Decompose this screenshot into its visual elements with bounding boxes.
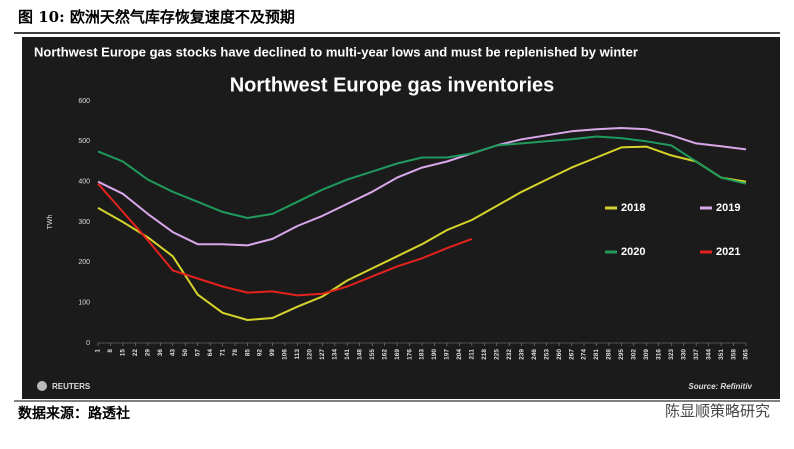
x-tick-label: 43	[169, 349, 176, 357]
y-axis-label: TWh	[47, 215, 54, 230]
y-tick-label: 200	[78, 259, 90, 266]
x-tick-label: 64	[207, 349, 214, 357]
x-tick-label: 365	[743, 349, 750, 360]
x-tick-label: 169	[394, 349, 401, 360]
watermark: 陈显顺策略研究	[665, 402, 770, 420]
x-tick-label: 351	[718, 349, 725, 360]
x-tick-label: 239	[518, 349, 525, 360]
credit: Source: Refinitiv	[688, 382, 752, 391]
x-tick-label: 344	[705, 349, 712, 360]
x-tick-label: 29	[145, 349, 152, 357]
x-tick-label: 113	[294, 349, 301, 360]
x-tick-label: 92	[257, 349, 264, 357]
x-tick-label: 246	[531, 349, 538, 360]
x-tick-label: 302	[631, 349, 638, 360]
x-tick-label: 295	[618, 349, 625, 360]
x-tick-label: 316	[655, 349, 662, 360]
x-tick-label: 99	[269, 349, 276, 357]
brand-icon	[37, 381, 47, 391]
x-tick-label: 36	[157, 349, 164, 357]
x-tick-label: 141	[344, 349, 351, 360]
x-tick-label: 50	[182, 349, 189, 357]
x-tick-label: 197	[444, 349, 451, 360]
series-line	[97, 145, 747, 321]
x-tick-label: 281	[593, 349, 600, 360]
x-tick-label: 71	[219, 349, 226, 357]
legend-label: 2018	[621, 202, 645, 214]
chart-bg	[22, 37, 780, 399]
x-tick-label: 225	[493, 349, 500, 360]
x-tick-label: 148	[356, 349, 363, 360]
x-tick-label: 15	[120, 349, 127, 357]
series-line	[97, 183, 473, 297]
x-tick-label: 267	[568, 349, 575, 360]
brand: REUTERS	[52, 382, 91, 391]
x-tick-label: 155	[369, 349, 376, 360]
x-tick-label: 85	[244, 349, 251, 357]
x-tick-label: 204	[456, 349, 463, 360]
x-tick-label: 323	[668, 349, 675, 360]
y-tick-label: 100	[78, 300, 90, 307]
x-tick-label: 22	[132, 349, 139, 357]
x-tick-label: 358	[730, 349, 737, 360]
y-tick-label: 400	[78, 179, 90, 186]
x-tick-label: 8	[107, 349, 114, 353]
x-tick-label: 120	[307, 349, 314, 360]
x-tick-label: 288	[606, 349, 613, 360]
caption: 图 10: 欧洲天然气库存恢复速度不及预期	[18, 8, 295, 26]
x-tick-label: 211	[469, 349, 476, 360]
x-tick-label: 162	[381, 349, 388, 360]
source: 数据来源：路透社	[18, 405, 130, 422]
chart-subtitle: Northwest Europe gas stocks have decline…	[34, 44, 638, 59]
x-tick-label: 309	[643, 349, 650, 360]
x-tick-label: 1	[95, 349, 102, 353]
x-tick-label: 260	[556, 349, 563, 360]
x-tick-label: 127	[319, 349, 326, 360]
chart-title: Northwest Europe gas inventories	[230, 74, 555, 96]
x-tick-label: 183	[419, 349, 426, 360]
legend-label: 2021	[716, 246, 740, 258]
x-tick-label: 190	[431, 349, 438, 360]
y-tick-label: 600	[78, 98, 90, 105]
series-line	[97, 127, 747, 247]
x-tick-label: 106	[282, 349, 289, 360]
y-tick-label: 500	[78, 138, 90, 145]
x-tick-label: 176	[406, 349, 413, 360]
x-tick-label: 330	[680, 349, 687, 360]
legend-label: 2020	[621, 246, 645, 258]
series-line	[97, 135, 747, 219]
x-tick-label: 134	[331, 349, 338, 360]
x-tick-label: 57	[194, 349, 201, 357]
x-tick-label: 253	[543, 349, 550, 360]
legend-label: 2019	[716, 202, 740, 214]
y-tick-label: 0	[86, 340, 90, 347]
x-tick-label: 337	[693, 349, 700, 360]
x-tick-label: 274	[581, 349, 588, 360]
x-tick-label: 232	[506, 349, 513, 360]
x-tick-label: 78	[232, 349, 239, 357]
x-tick-label: 218	[481, 349, 488, 360]
y-tick-label: 300	[78, 219, 90, 226]
